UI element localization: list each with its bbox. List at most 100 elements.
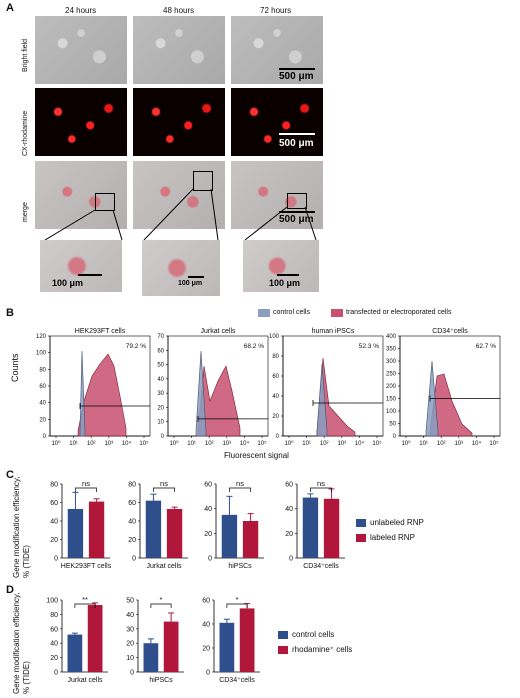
significance-bracket xyxy=(150,603,172,608)
y-tick-label: 350 xyxy=(386,347,397,353)
significance-label: * xyxy=(160,595,163,604)
y-tick-label: 80 xyxy=(50,612,58,619)
bar xyxy=(88,501,105,558)
y-tick-label: 40 xyxy=(39,401,46,407)
category-label: hiPSCs xyxy=(228,563,252,570)
brightfield-72h-image: 500 μm xyxy=(231,16,323,84)
x-tick-label: 10³ xyxy=(104,441,113,447)
y-tick-label: 300 xyxy=(386,359,397,365)
y-tick-label: 100 xyxy=(269,334,280,340)
y-tick-label: 100 xyxy=(36,351,47,357)
y-tick-label: 40 xyxy=(272,394,279,400)
histogram-percent: 68.2 % xyxy=(244,343,264,350)
y-tick-label: 20 xyxy=(204,531,212,538)
y-tick-label: 20 xyxy=(272,414,279,420)
y-tick-label: 0 xyxy=(208,556,212,563)
bar xyxy=(302,497,319,558)
y-tick-label: 60 xyxy=(50,626,58,633)
scalebar-line xyxy=(279,211,315,213)
bar xyxy=(145,500,162,558)
x-tick-label: 10² xyxy=(87,441,96,447)
y-tick-label: 60 xyxy=(202,598,210,605)
legend-swatch-control-d xyxy=(278,631,288,639)
scalebar-line xyxy=(78,274,102,276)
bar xyxy=(143,643,159,672)
y-tick-label: 60 xyxy=(128,500,136,507)
x-tick-label: 10⁰ xyxy=(284,440,294,447)
y-tick-label: 20 xyxy=(126,641,134,648)
y-tick-label: 20 xyxy=(157,405,164,411)
x-tick-label: 10⁴ xyxy=(240,440,250,447)
zoom-48h-image: 100 μm xyxy=(142,240,220,296)
zoom-connectors xyxy=(44,188,317,240)
bar-chart-1: 0 20 40 60 80 ns Jurkat cells xyxy=(128,479,188,570)
control-histogram xyxy=(79,350,86,437)
y-tick-label: 30 xyxy=(157,391,164,397)
bar xyxy=(67,634,83,672)
scalebar-line xyxy=(279,133,315,135)
bar-chart-2: 0 20 40 60 * CD34⁺cells xyxy=(202,595,260,684)
y-tick-label: 100 xyxy=(46,598,58,605)
x-tick-label: 10³ xyxy=(337,441,346,447)
merge-72h-image: 500 μm xyxy=(231,161,323,229)
category-label: CD34⁺cells xyxy=(303,563,339,570)
y-tick-label: 30 xyxy=(126,626,134,633)
scalebar-label: 500 μm xyxy=(279,214,314,225)
x-tick-label: 10⁵ xyxy=(372,440,382,447)
x-tick-label: 10⁵ xyxy=(257,440,267,447)
panel-label-b: B xyxy=(6,307,14,319)
significance-label: * xyxy=(236,595,239,604)
y-tick-label: 50 xyxy=(126,598,134,605)
legend-swatch-control xyxy=(258,309,270,317)
legend-label-control-d: control cells xyxy=(292,630,335,639)
legend-label-rhodamine: rhodamine⁺ cells xyxy=(292,645,353,654)
bar-chart-0: 0 20 40 60 80 ns HEK293FT cells xyxy=(50,479,112,570)
bar xyxy=(242,521,259,558)
x-tick-label: 10¹ xyxy=(419,441,428,447)
brightfield-48h-image xyxy=(133,16,225,84)
significance-label: ns xyxy=(82,479,90,488)
category-label: hiPSCs xyxy=(149,677,173,684)
y-tick-label: 60 xyxy=(157,348,164,354)
y-tick-label: 40 xyxy=(50,519,58,526)
significance-bracket xyxy=(226,603,248,608)
y-tick-label: 40 xyxy=(50,641,58,648)
y-tick-label: 0 xyxy=(43,434,47,440)
y-tick-label: 0 xyxy=(161,434,165,440)
x-tick-label: 10² xyxy=(320,441,329,447)
histogram-0: HEK293FT cells 79.2 % 0 20 40 60 80 100 120 10⁰ 10… xyxy=(36,328,151,447)
rhodamine-72h-image: 500 μm xyxy=(231,88,323,156)
y-tick-label: 0 xyxy=(54,556,58,563)
histogram-2: human iPSCs 52.3 % 0 20 40 60 80 100 10⁰ 10¹ 10² 10… xyxy=(269,328,384,447)
merge-24h-image xyxy=(35,161,127,229)
significance-bracket xyxy=(229,487,251,492)
significance-bracket xyxy=(74,603,96,608)
transfected-histogram xyxy=(77,353,127,437)
zoom-24h-image: 100 μm xyxy=(40,240,122,292)
x-tick-label: 10¹ xyxy=(69,441,78,447)
y-tick-label: 20 xyxy=(128,537,136,544)
control-histogram xyxy=(316,363,328,437)
y-tick-label: 100 xyxy=(386,409,397,415)
y-tick-label: 70 xyxy=(157,334,164,340)
y-tick-label: 40 xyxy=(202,622,210,629)
y-tick-label: 80 xyxy=(128,482,136,489)
panel-b-xlabel: Fluorescent signal xyxy=(224,451,289,460)
significance-bracket xyxy=(153,487,175,492)
significance-label: ns xyxy=(317,479,325,488)
legend-swatch-labeled xyxy=(356,534,366,542)
y-tick-label: 20 xyxy=(285,531,293,538)
legend-label-labeled: labeled RNP xyxy=(370,533,415,542)
y-tick-label: 10 xyxy=(157,420,164,426)
y-tick-label: 80 xyxy=(272,354,279,360)
category-label: HEK293FT cells xyxy=(61,563,112,570)
bar xyxy=(67,508,84,558)
y-tick-label: 60 xyxy=(204,482,212,489)
scalebar-line xyxy=(279,68,315,70)
y-tick-label: 0 xyxy=(130,670,134,677)
scalebar-label: 100 μm xyxy=(178,280,203,287)
y-tick-label: 120 xyxy=(36,334,47,340)
y-tick-label: 40 xyxy=(157,377,164,383)
x-tick-label: 10⁵ xyxy=(139,440,149,447)
